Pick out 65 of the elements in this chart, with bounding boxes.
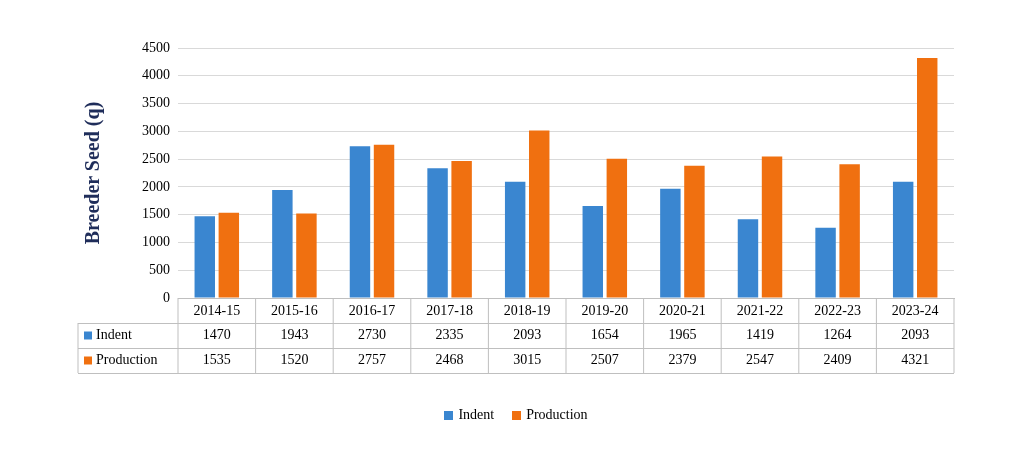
x-tick-label: 2020-21 xyxy=(659,303,706,319)
data-label: 1965 xyxy=(668,327,697,343)
bar xyxy=(451,160,472,298)
data-label: 1470 xyxy=(202,327,231,343)
bar xyxy=(684,165,705,298)
data-label: 2730 xyxy=(358,327,386,343)
y-tick-label: 2500 xyxy=(142,150,170,166)
bar xyxy=(917,57,938,298)
y-axis-title: Breeder Seed (q) xyxy=(81,101,105,245)
x-tick-label: 2018-19 xyxy=(503,303,551,319)
bar xyxy=(349,146,371,298)
data-label: 1535 xyxy=(202,352,231,368)
x-tick-label: 2017-18 xyxy=(426,303,473,319)
x-tick-label: 2021-22 xyxy=(736,303,784,319)
bar xyxy=(427,168,448,298)
text: Production xyxy=(526,407,588,422)
y-tick-label: 4500 xyxy=(142,39,170,55)
x-tick-label: 2023-24 xyxy=(891,303,939,319)
data-label: 2757 xyxy=(358,352,386,368)
bar xyxy=(761,156,783,298)
bar xyxy=(194,216,215,298)
data-label: 2468 xyxy=(435,352,464,368)
data-label: 1943 xyxy=(280,327,309,343)
data-label: 1520 xyxy=(280,352,309,368)
data-label: 4321 xyxy=(901,352,930,368)
bar xyxy=(373,144,395,298)
x-tick-label: 2022-23 xyxy=(814,303,861,319)
legend-label: Indent xyxy=(96,327,132,343)
bar xyxy=(582,206,603,298)
data-label: 2093 xyxy=(901,327,930,343)
data-label: 1654 xyxy=(590,327,619,343)
bar xyxy=(529,130,550,298)
x-tick-label: 2015-16 xyxy=(271,303,318,319)
text: Indent xyxy=(458,407,495,422)
data-label: 2507 xyxy=(590,352,619,368)
bar xyxy=(892,181,914,298)
data-label: 2547 xyxy=(746,352,774,368)
data-label: 1419 xyxy=(746,327,774,343)
y-tick-label: 500 xyxy=(149,261,170,277)
bar xyxy=(737,219,759,298)
y-tick-label: 1000 xyxy=(142,234,170,250)
bar xyxy=(296,213,317,298)
y-tick-label: 3500 xyxy=(142,95,170,111)
y-tick-label: 1500 xyxy=(142,206,170,222)
bar xyxy=(815,227,836,298)
bar xyxy=(606,158,628,298)
data-label: 2409 xyxy=(823,352,852,368)
bar xyxy=(272,190,293,298)
bar xyxy=(218,212,240,298)
data-label: 2379 xyxy=(668,352,697,368)
bar xyxy=(839,164,860,298)
y-tick-label: 2000 xyxy=(142,178,170,194)
y-tick-label: 0 xyxy=(163,289,170,305)
bar xyxy=(504,181,526,298)
data-label: 2093 xyxy=(513,327,542,343)
x-tick-label: 2019-20 xyxy=(581,303,629,319)
x-tick-label: 2014-15 xyxy=(193,303,241,319)
data-label: 3015 xyxy=(513,352,542,368)
x-tick-label: 2016-17 xyxy=(348,303,396,319)
data-label: 1264 xyxy=(823,327,852,343)
y-tick-label: 4000 xyxy=(142,67,170,83)
bar xyxy=(660,188,681,298)
legend-label: Production xyxy=(96,352,158,368)
data-label: 2335 xyxy=(435,327,464,343)
y-tick-label: 3000 xyxy=(142,123,170,139)
